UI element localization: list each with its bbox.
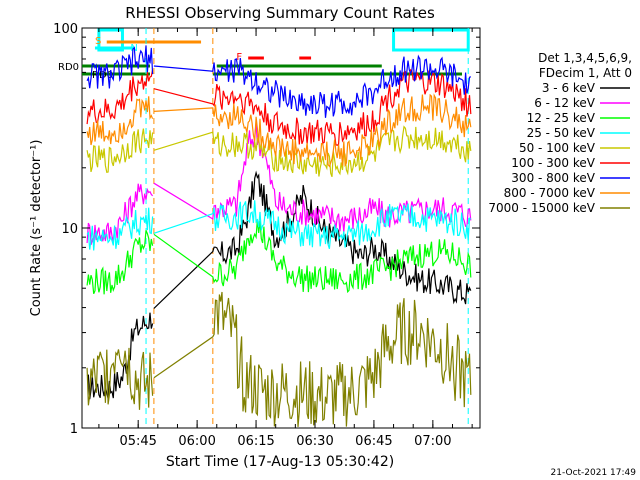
- legend-header-1: Det 1,3,4,5,6,9,: [538, 51, 632, 65]
- flag-cyan-2: [392, 28, 470, 52]
- flag-cyan-1: [97, 28, 124, 52]
- series-line: [86, 347, 154, 410]
- x-axis: 05:45 06:00 06:15 06:30 06:45 07:00: [98, 28, 473, 449]
- legend-header-2: FDecim 1, Att 0: [539, 66, 632, 80]
- legend-entry-label: 300 - 800 keV: [511, 171, 595, 185]
- series-line: [153, 219, 472, 294]
- y-axis: 1 10 100: [53, 22, 480, 437]
- series-line: [86, 69, 154, 125]
- legend-entry-label: 12 - 25 keV: [527, 111, 596, 125]
- legend-entry-label: 6 - 12 keV: [534, 96, 596, 110]
- x-tick-label: 06:30: [296, 434, 333, 449]
- x-tick-label: 06:15: [237, 434, 274, 449]
- legend-entry-label: 7000 - 15000 keV: [488, 201, 595, 215]
- x-tick-label: 05:45: [119, 434, 156, 449]
- series-line: [86, 207, 154, 251]
- series-layer: [86, 45, 472, 427]
- legend-entry-label: 800 - 7000 keV: [504, 186, 596, 200]
- series-line: [153, 54, 472, 118]
- series-line: [86, 96, 154, 146]
- legend-entry-label: 3 - 6 keV: [542, 81, 596, 95]
- series-line: [153, 200, 472, 249]
- series-line: [86, 230, 154, 295]
- series-line: [153, 170, 472, 309]
- series-line: [153, 123, 472, 233]
- legend-entry-label: 50 - 100 keV: [519, 141, 596, 155]
- series-line: [86, 128, 154, 174]
- x-tick-label: 06:00: [178, 434, 215, 449]
- series-line: [153, 125, 472, 178]
- y-axis-label: Count Rate (s⁻¹ detector⁻¹): [29, 140, 44, 317]
- flag-label: RD0: [58, 62, 79, 73]
- flag-label: F: [236, 52, 242, 63]
- x-tick-label: 07:00: [414, 434, 451, 449]
- series-line: [153, 93, 472, 168]
- flag-label: S: [95, 36, 101, 47]
- x-tick-label: 06:45: [355, 434, 392, 449]
- legend: Det 1,3,4,5,6,9, FDecim 1, Att 0 3 - 6 k…: [488, 51, 632, 215]
- y-tick-label: 100: [53, 22, 78, 37]
- timestamp: 21-Oct-2021 17:49: [551, 468, 637, 478]
- x-axis-label: Start Time (17-Aug-13 05:30:42): [166, 454, 394, 470]
- chart-title: RHESSI Observing Summary Count Rates: [125, 4, 435, 22]
- series-line: [86, 312, 154, 400]
- series-line: [153, 68, 472, 147]
- legend-entry-label: 100 - 300 keV: [511, 156, 595, 170]
- y-tick-label: 1: [70, 422, 78, 437]
- series-line: [153, 291, 472, 427]
- y-tick-label: 10: [61, 222, 78, 237]
- legend-entry-label: 25 - 50 keV: [527, 126, 596, 140]
- series-line: [86, 45, 154, 89]
- series-line: [86, 183, 154, 245]
